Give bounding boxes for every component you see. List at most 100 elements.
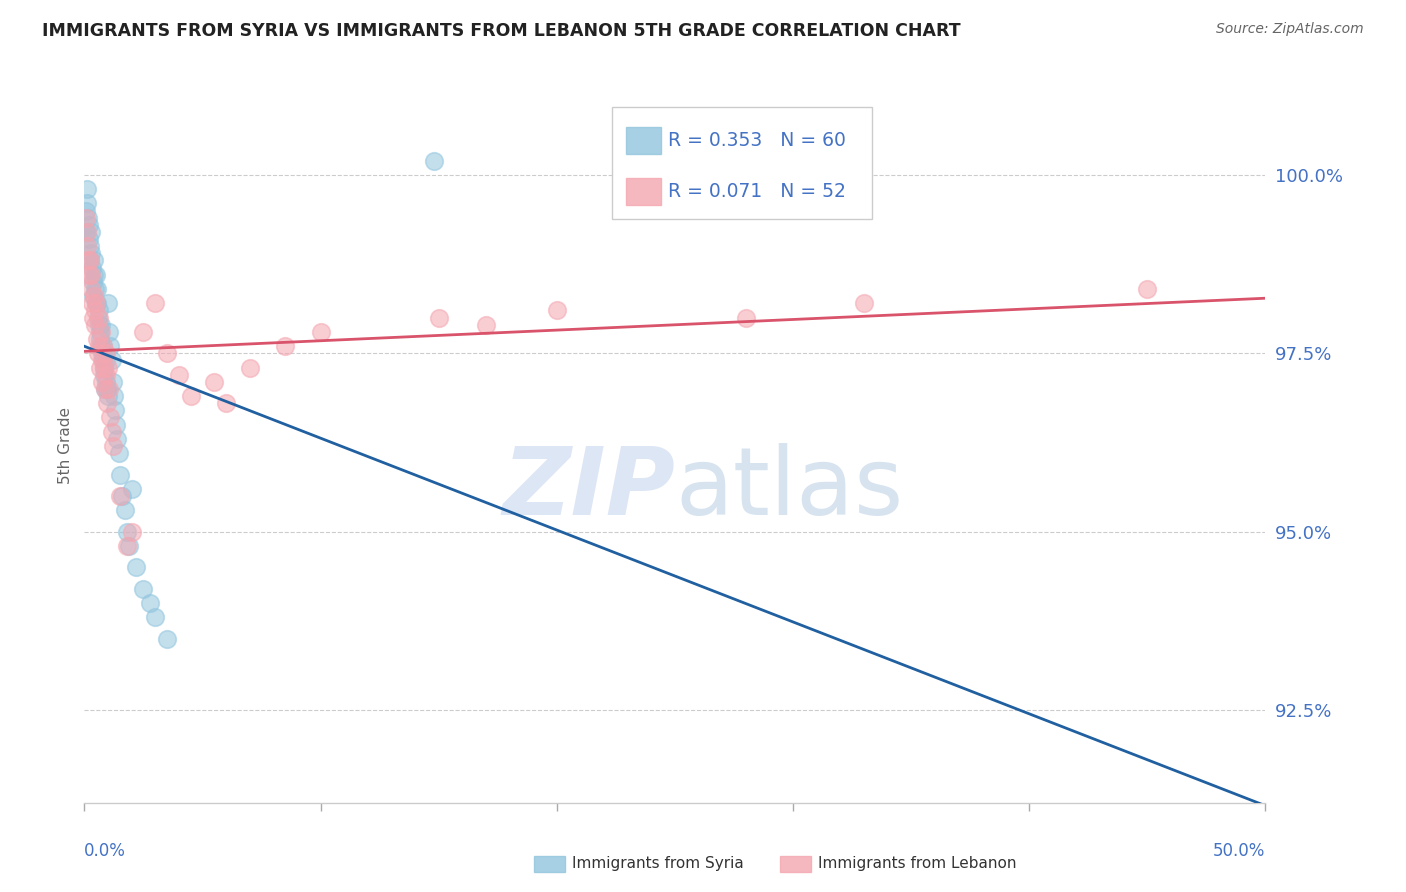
Point [87,303,110,318]
Point [156,632,179,646]
Point [77,211,100,225]
Point [77,268,100,282]
Point [97,360,120,375]
Point [80,225,103,239]
Point [143,296,166,310]
Text: R = 0.071   N = 52: R = 0.071 N = 52 [668,182,846,202]
Point [83,303,105,318]
Point [100,353,122,368]
Point [98,339,121,353]
Point [80,246,103,260]
Point [202,375,225,389]
Point [91,375,114,389]
Point [852,296,875,310]
Point [734,310,756,325]
Point [90,353,112,368]
Point [82,310,104,325]
Point [84,296,107,310]
Point [91,353,114,368]
Point [101,439,124,453]
Point [101,375,124,389]
Point [90,339,112,353]
Point [180,389,202,403]
Point [75,211,97,225]
Point [423,153,446,168]
Point [103,389,125,403]
Point [75,203,97,218]
Point [111,489,134,503]
Point [75,225,97,239]
Point [90,325,112,339]
Point [89,332,111,346]
Point [97,296,120,310]
Point [87,310,110,325]
Point [84,296,107,310]
Point [86,296,108,310]
Point [93,382,115,396]
Point [108,489,131,503]
Point [100,425,122,439]
Point [143,610,166,624]
Point [77,232,100,246]
Text: IMMIGRANTS FROM SYRIA VS IMMIGRANTS FROM LEBANON 5TH GRADE CORRELATION CHART: IMMIGRANTS FROM SYRIA VS IMMIGRANTS FROM… [42,22,960,40]
Point [79,253,101,268]
Point [274,339,297,353]
Point [156,346,179,360]
Point [94,375,117,389]
Point [96,368,118,382]
Point [475,318,498,332]
Point [80,268,103,282]
Point [94,346,117,360]
Text: Immigrants from Lebanon: Immigrants from Lebanon [818,856,1017,871]
Text: Immigrants from Syria: Immigrants from Syria [572,856,744,871]
Point [91,339,114,353]
Point [83,289,105,303]
Point [82,275,104,289]
Point [115,524,138,539]
Point [96,389,118,403]
Point [91,346,114,360]
Point [114,503,136,517]
Point [83,268,105,282]
Point [89,339,111,353]
Point [98,325,121,339]
Point [98,410,121,425]
Text: 50.0%: 50.0% [1213,842,1265,860]
Point [1136,282,1159,296]
Point [83,253,105,268]
Point [118,539,141,553]
Point [86,332,108,346]
Point [80,260,103,275]
Point [121,524,143,539]
Point [309,325,332,339]
Point [84,268,107,282]
Point [76,225,98,239]
Point [86,282,108,296]
Point [76,182,98,196]
Text: 0.0%: 0.0% [84,842,127,860]
Point [93,368,115,382]
Point [90,318,112,332]
Point [167,368,190,382]
Point [427,310,450,325]
Point [87,310,110,325]
Point [107,446,129,460]
Point [125,560,148,574]
Point [107,432,129,446]
Point [96,382,118,396]
Text: Source: ZipAtlas.com: Source: ZipAtlas.com [1216,22,1364,37]
Point [132,582,155,596]
Point [89,360,111,375]
Point [93,360,115,375]
Point [77,218,100,232]
Point [139,596,162,610]
Point [115,539,138,553]
Point [132,325,155,339]
Point [82,289,104,303]
Point [87,318,110,332]
Point [84,318,107,332]
Point [93,360,115,375]
Point [79,253,101,268]
Point [215,396,238,410]
Point [82,296,104,310]
